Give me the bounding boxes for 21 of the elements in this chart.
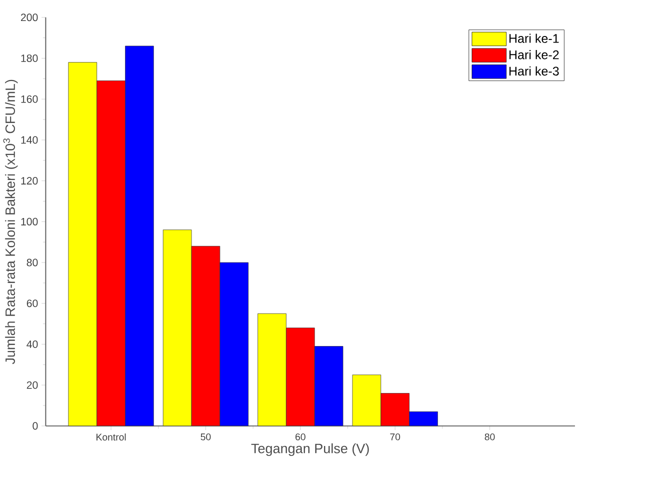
y-tick-label: 60: [26, 300, 38, 308]
legend-label: Hari ke-3: [509, 66, 559, 76]
legend-label: Hari ke-2: [509, 50, 559, 60]
y-axis-title: Jumlah Rata-rata Koloni Bakteri (x10$^{3}$ CFU/mL): [3, 80, 18, 364]
y-tick-label: 40: [26, 340, 38, 348]
y-tick-label: 20: [26, 382, 38, 390]
y-tick-label: 160: [21, 96, 38, 104]
y-tick-label: 100: [21, 218, 38, 226]
x-tick-label: Kontrol: [96, 434, 126, 441]
x-axis-title: Tegangan Pulse (V): [251, 444, 369, 456]
y-tick-label: 120: [21, 177, 38, 185]
y-tick-label: 180: [21, 54, 38, 62]
y-tick-label: 140: [21, 136, 38, 144]
legend-label: Hari ke-1: [509, 34, 559, 44]
x-tick-label: 50: [200, 434, 211, 441]
y-tick-label: 80: [26, 259, 38, 267]
x-tick-label: 80: [484, 434, 495, 441]
x-tick-label: 70: [390, 434, 400, 441]
y-tick-label: 0: [32, 422, 38, 430]
x-tick-label: 60: [296, 434, 306, 441]
y-tick-label: 200: [20, 14, 38, 22]
